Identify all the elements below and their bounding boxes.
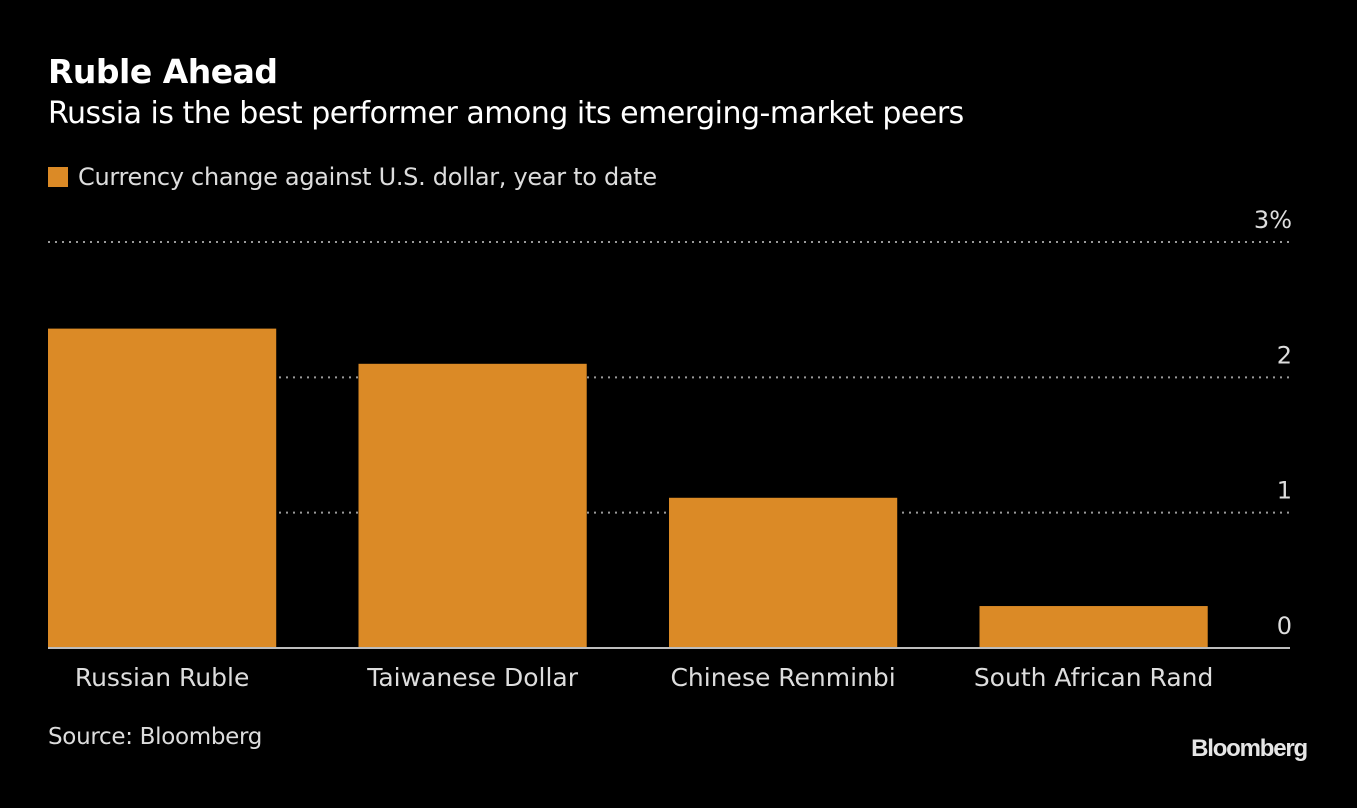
y-tick-label: 0 — [1277, 612, 1292, 640]
y-tick-label: 2 — [1277, 341, 1292, 369]
chart-subtitle: Russia is the best performer among its e… — [48, 96, 964, 131]
legend: Currency change against U.S. dollar, yea… — [48, 163, 657, 191]
bar — [48, 328, 277, 648]
bar — [358, 363, 587, 648]
y-tick-label: 3% — [1254, 206, 1292, 234]
bar — [979, 606, 1208, 648]
x-category-label: Taiwanese Dollar — [366, 663, 579, 692]
source-note: Source: Bloomberg — [48, 724, 263, 750]
x-category-label: Chinese Renminbi — [670, 663, 895, 692]
legend-swatch — [48, 167, 68, 187]
legend-label: Currency change against U.S. dollar, yea… — [78, 163, 657, 191]
bar — [669, 497, 898, 648]
bloomberg-logo: Bloomberg — [1191, 735, 1308, 762]
y-tick-label: 1 — [1277, 477, 1292, 505]
chart-title: Ruble Ahead — [48, 52, 278, 91]
x-category-label: Russian Ruble — [75, 663, 250, 692]
x-category-label: South African Rand — [974, 663, 1214, 692]
